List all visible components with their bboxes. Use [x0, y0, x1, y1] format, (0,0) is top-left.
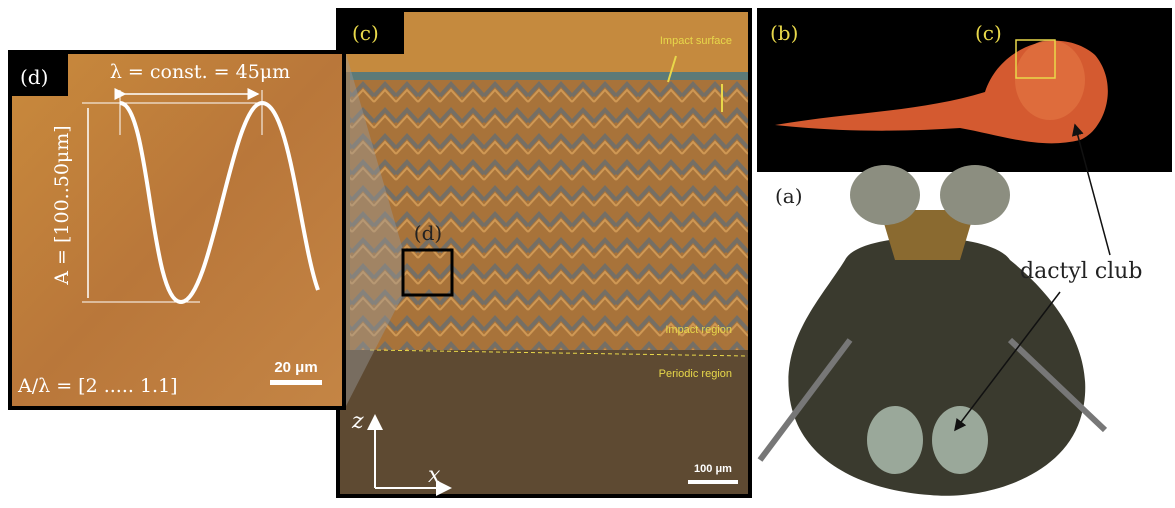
- club-head: [1015, 40, 1085, 120]
- ratio-label: A/λ = [2 ..... 1.1]: [17, 375, 178, 397]
- amplitude-label: A = [100..50μm]: [51, 125, 73, 285]
- panel-d: (d) λ = const. = 45μm A = [100..50μm] 20…: [8, 50, 346, 410]
- scale-bar-label: 100 μm: [694, 463, 732, 475]
- inset-label: (d): [414, 221, 442, 245]
- shrimp-club: [867, 406, 923, 474]
- panel-label: (c): [352, 21, 379, 45]
- impact-pattern: [350, 80, 748, 350]
- annotation: Periodic region: [659, 368, 732, 380]
- panel-c: (d) (c) Impact surface Impact region Per…: [336, 8, 752, 498]
- panel-label: (a): [775, 184, 803, 208]
- shrimp-eye: [850, 165, 920, 225]
- shrimp-club: [932, 406, 988, 474]
- shrimp-eye: [940, 165, 1010, 225]
- scale-bar: [270, 380, 322, 385]
- panel-a: (a) dactyl club: [760, 125, 1142, 496]
- figure: (d) (c) Impact surface Impact region Per…: [0, 0, 1175, 508]
- axis-label: z: [351, 409, 364, 434]
- page: (d) (c) Impact surface Impact region Per…: [0, 0, 1175, 508]
- annotation: Impact surface: [660, 35, 732, 47]
- scale-bar: [688, 480, 738, 484]
- annotation: Impact region: [665, 324, 732, 336]
- inset-label: (c): [975, 21, 1002, 45]
- axis-label: x: [428, 463, 441, 488]
- scale-bar-label: 20 μm: [274, 359, 317, 376]
- panel-background: [757, 8, 1172, 172]
- surface-band: [350, 72, 748, 80]
- panel-b: (b) (c): [757, 8, 1172, 172]
- callout-label: dactyl club: [1020, 259, 1142, 284]
- panel-label: (b): [770, 21, 798, 45]
- wavelength-label: λ = const. = 45μm: [110, 61, 290, 83]
- panel-label: (d): [20, 65, 48, 89]
